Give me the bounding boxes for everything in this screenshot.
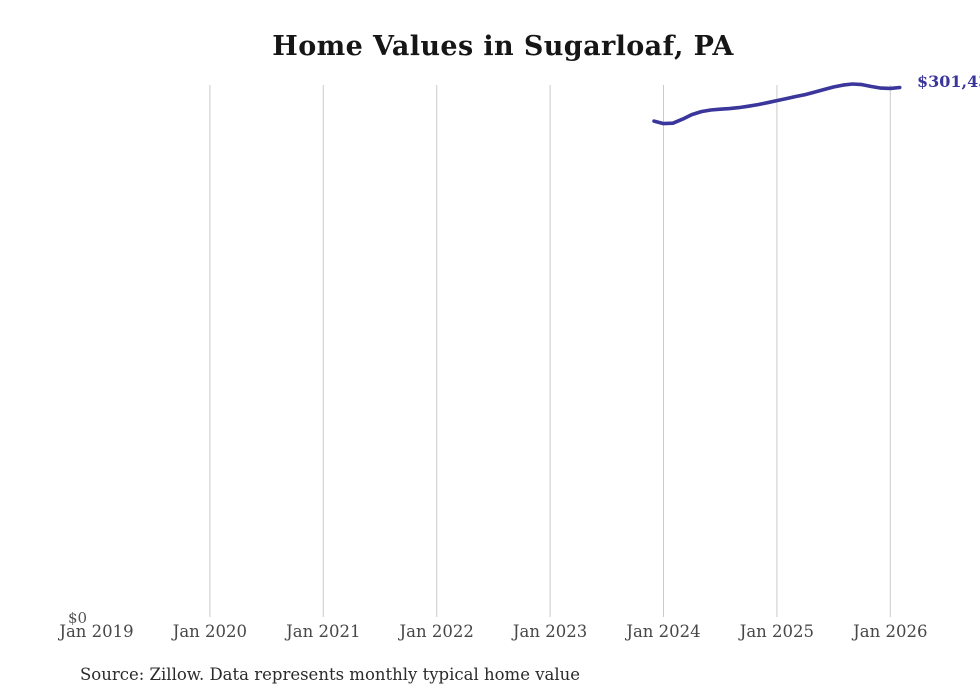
x-tick-label: Jan 2020 [172, 622, 248, 641]
year-gridlines [209, 85, 891, 617]
latest-value-label: $301,435 [917, 72, 980, 91]
x-tick-label: Jan 2022 [399, 622, 474, 641]
x-tick-label: Jan 2026 [853, 622, 928, 641]
source-attribution: Source: Zillow. Data represents monthly … [80, 665, 581, 684]
x-tick-label: Jan 2025 [739, 622, 815, 641]
y-axis-zero-label: $0 [68, 609, 88, 627]
x-tick-label: Jan 2021 [286, 622, 361, 641]
home-value-line [652, 82, 902, 126]
x-tick-label: Jan 2019 [59, 622, 134, 641]
x-tick-label: Jan 2023 [512, 622, 588, 641]
x-tick-label: Jan 2024 [626, 622, 701, 641]
page-title: Home Values in Sugarloaf, PA [272, 31, 734, 62]
